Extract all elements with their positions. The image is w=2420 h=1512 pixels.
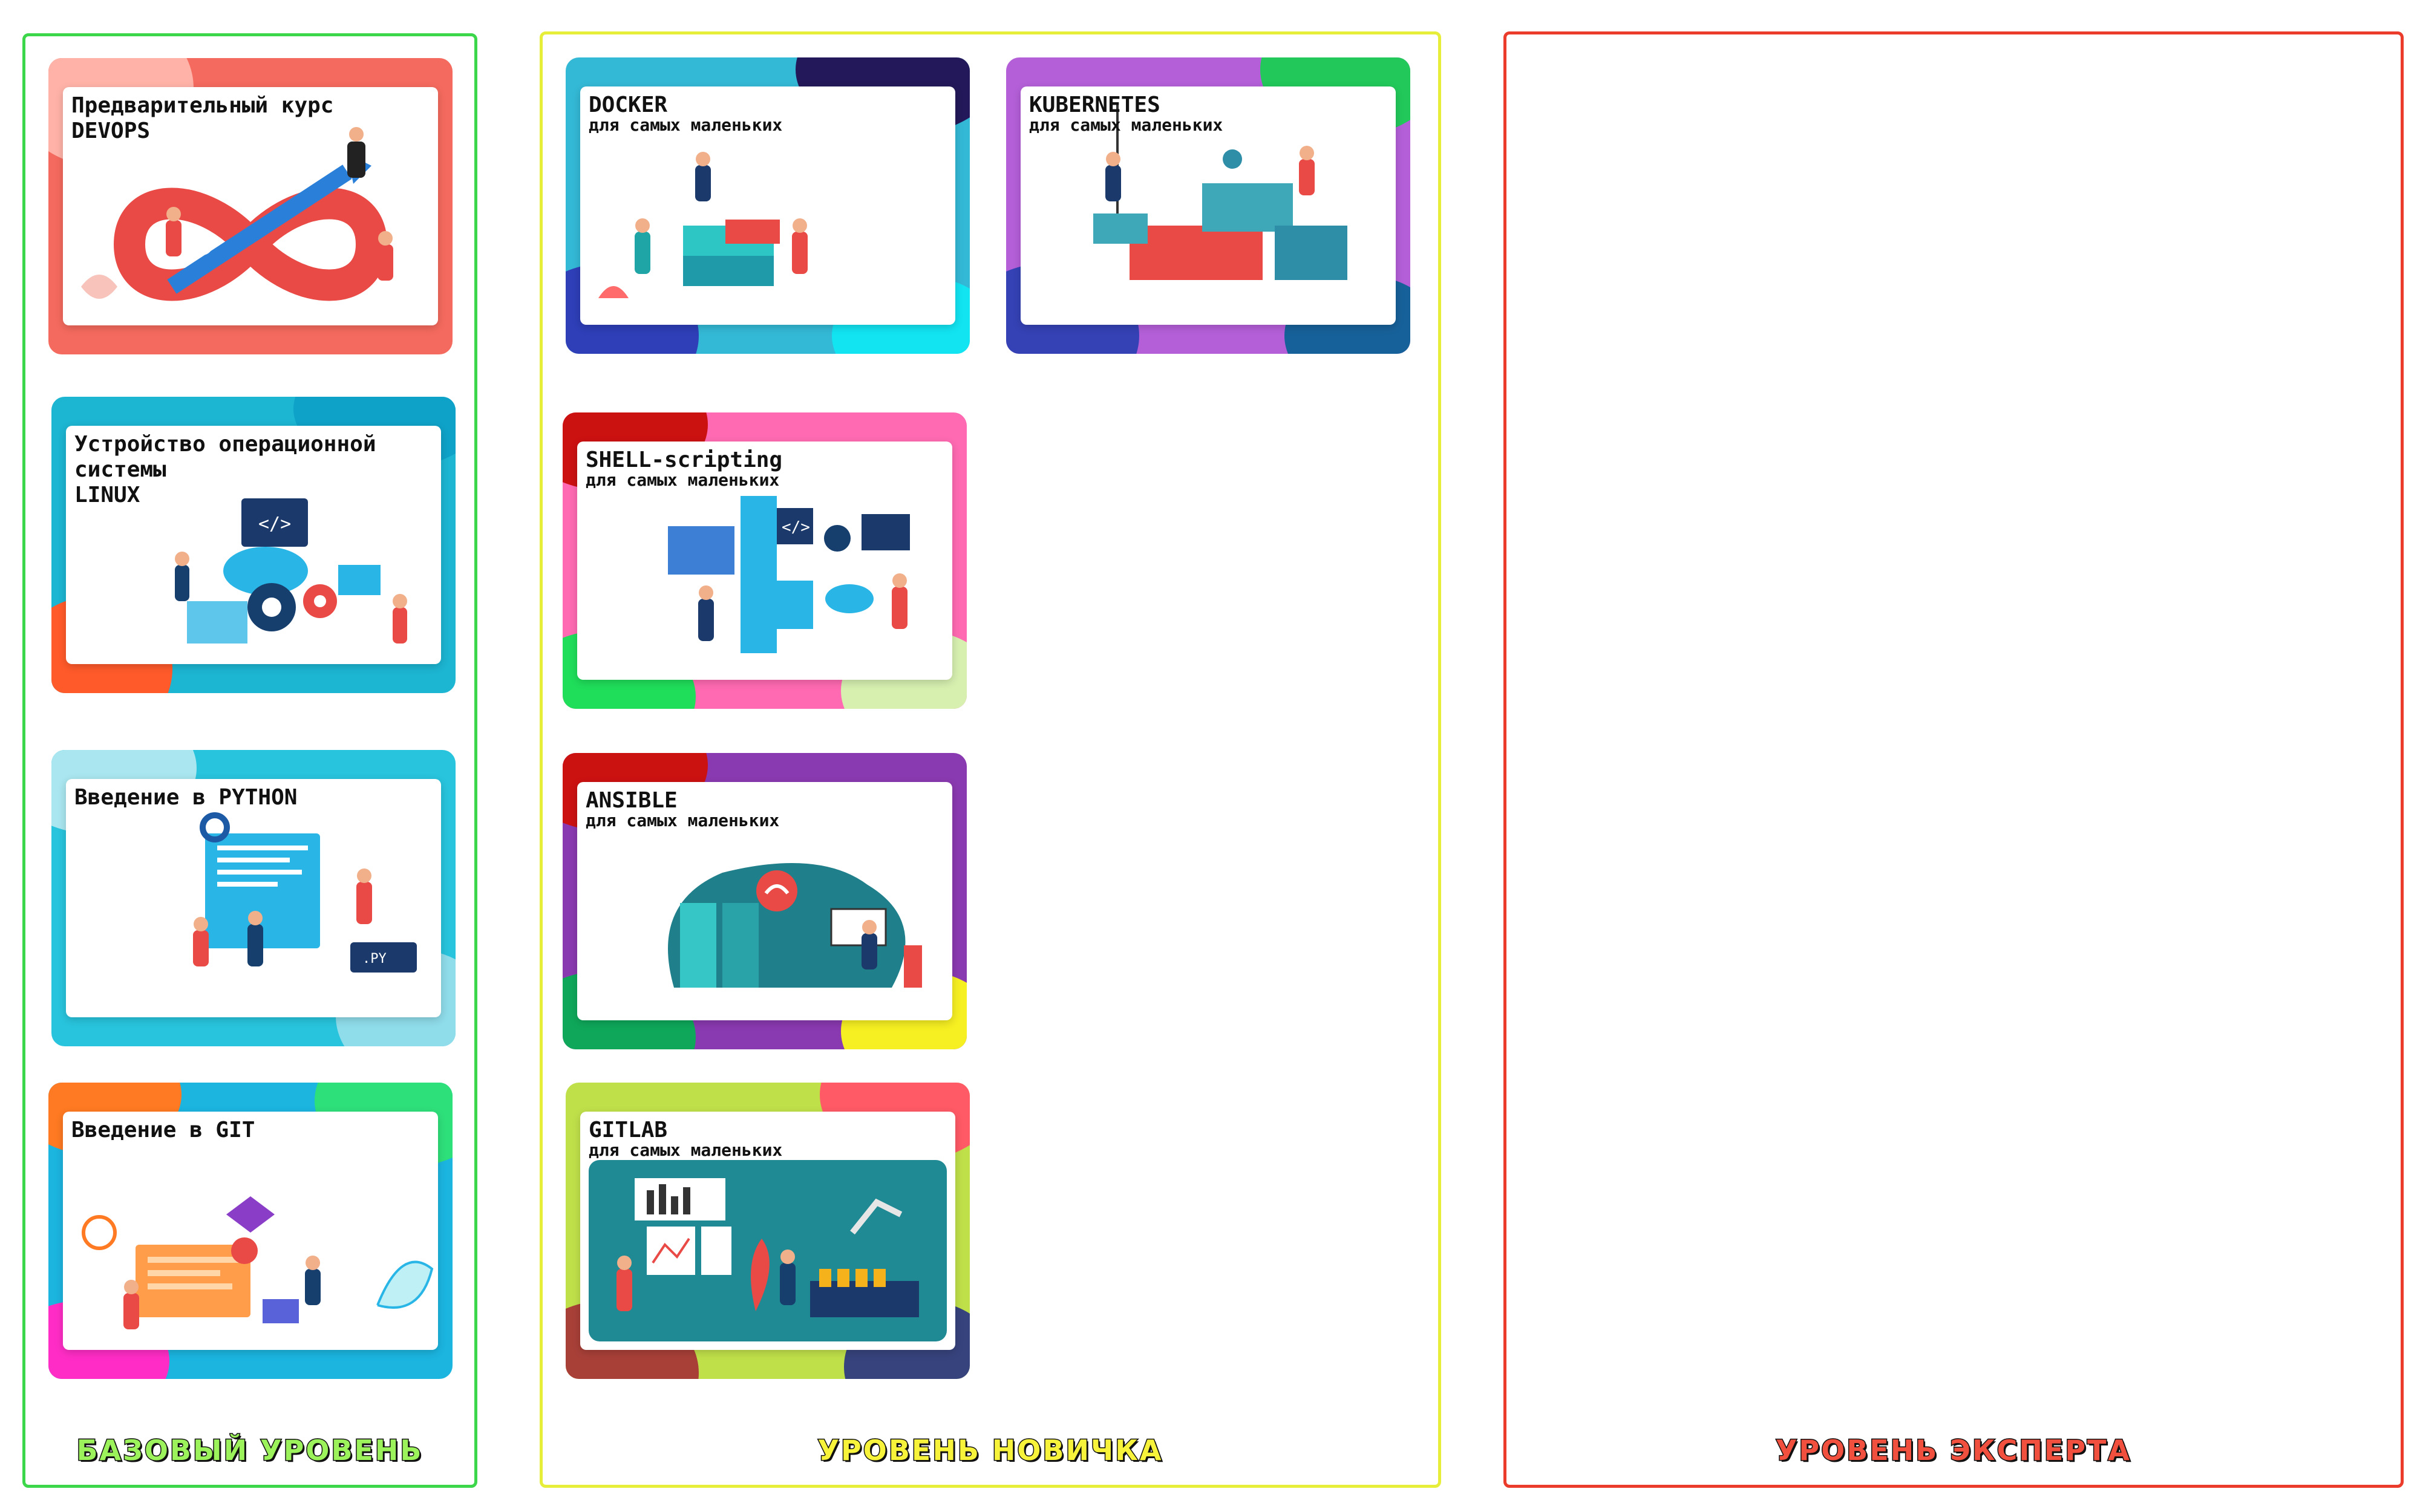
linux-gears-illustration: </> <box>175 498 407 644</box>
expert-level-label: УРОВЕНЬ ЭКСПЕРТА <box>1774 1433 2132 1468</box>
course-title: KUBERNETES <box>1029 93 1160 117</box>
svg-text:</>: </> <box>782 518 810 536</box>
basic-level-label: БАЗОВЫЙ УРОВЕНЬ <box>76 1433 424 1468</box>
course-title: GITLAB <box>589 1118 668 1142</box>
course-subtitle: для самых маленьких <box>589 1140 783 1160</box>
docker-containers-illustration <box>598 152 808 298</box>
course-title: Введение в GIT <box>71 1118 255 1142</box>
course-title: DOCKER <box>589 93 668 117</box>
course-title: Предварительный курс DEVOPS <box>71 93 334 143</box>
git-puzzle-illustration <box>82 1196 434 1329</box>
svg-text:</>: </> <box>258 513 291 535</box>
svg-text:.PY: .PY <box>362 951 387 966</box>
shell-scripting-illustration: </> <box>668 496 910 653</box>
course-card-ansible[interactable]: ANSIBLE для самых маленьких <box>563 753 967 1049</box>
course-card-shell[interactable]: SHELL-scripting для самых маленьких </> <box>563 412 967 709</box>
course-card-kubernetes[interactable]: KUBERNETES для самых маленьких <box>1006 57 1410 354</box>
course-subtitle: для самых маленьких <box>586 470 780 490</box>
course-subtitle: для самых маленьких <box>586 810 780 830</box>
novice-level-label: УРОВЕНЬ НОВИЧКА <box>817 1433 1163 1468</box>
kubernetes-blocks-illustration <box>1093 105 1347 280</box>
course-title: Введение в PYTHON <box>74 785 298 810</box>
ansible-server-illustration <box>668 863 922 988</box>
devops-infinity-illustration <box>81 127 393 301</box>
course-subtitle: для самых маленьких <box>589 115 783 135</box>
python-coding-illustration: .PY <box>193 812 417 973</box>
course-title: SHELL-scripting <box>586 448 783 472</box>
course-card-linux[interactable]: Устройство операционной системы LINUX </… <box>51 397 456 693</box>
course-card-docker[interactable]: DOCKER для самых маленьких <box>566 57 970 354</box>
course-card-git[interactable]: Введение в GIT <box>48 1083 453 1379</box>
expert-level-column: УРОВЕНЬ ЭКСПЕРТА <box>1503 31 2404 1488</box>
gitlab-pipeline-illustration <box>589 1160 947 1341</box>
course-title: ANSIBLE <box>586 788 678 813</box>
basic-level-column: Предварительный курс DEVOPS Устройство о… <box>22 33 477 1488</box>
course-card-devops[interactable]: Предварительный курс DEVOPS <box>48 58 453 354</box>
course-card-python[interactable]: Введение в PYTHON .PY <box>51 750 456 1046</box>
course-card-gitlab[interactable]: GITLAB для самых маленьких <box>566 1083 970 1379</box>
novice-level-column: DOCKER для самых маленьких KUBERNETES дл… <box>540 31 1441 1488</box>
course-subtitle: для самых маленьких <box>1029 115 1223 135</box>
course-title: Устройство операционной системы LINUX <box>74 432 376 507</box>
